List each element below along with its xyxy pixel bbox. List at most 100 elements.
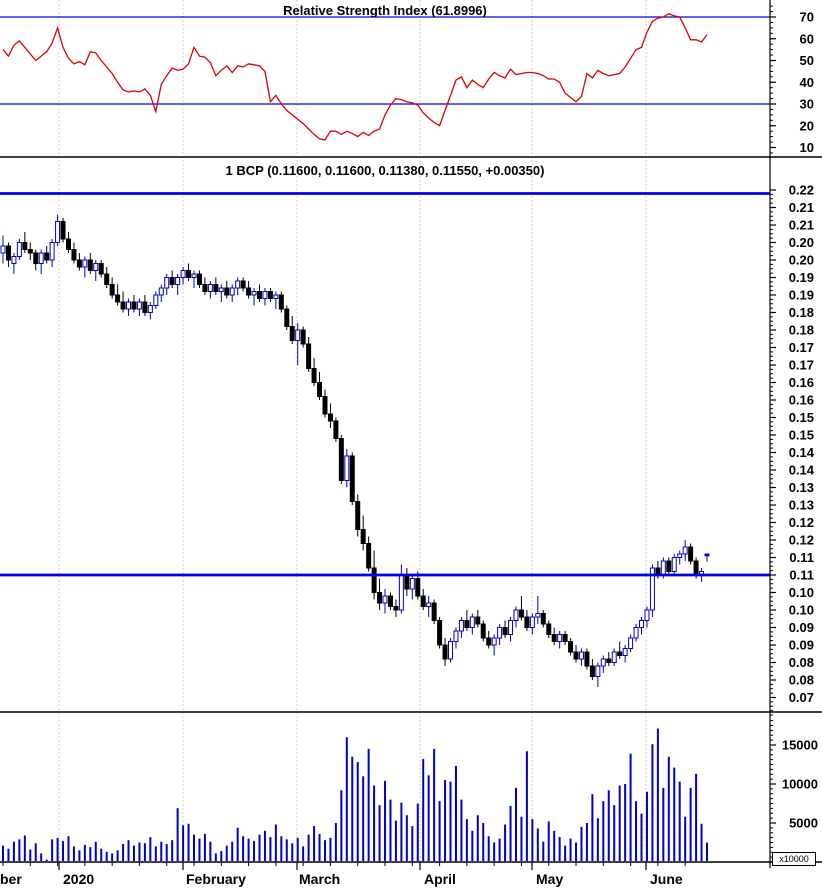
price-axis-label: 0.11 xyxy=(789,550,814,565)
candle-body xyxy=(240,280,246,289)
candle-body xyxy=(589,665,595,677)
candle-body xyxy=(229,287,235,296)
candle-body xyxy=(164,277,170,289)
candle-body xyxy=(251,291,257,296)
rsi-axis-label: 20 xyxy=(800,118,814,133)
candle-body xyxy=(55,221,61,243)
candle-body xyxy=(617,651,623,656)
candle-body xyxy=(0,245,6,254)
price-axis-label: 0.08 xyxy=(789,673,814,688)
candle-body xyxy=(704,553,710,557)
candle-body xyxy=(202,284,208,292)
rsi-axis-label: 50 xyxy=(800,53,814,68)
rsi-axis-label: 10 xyxy=(800,140,814,155)
candle-body xyxy=(584,651,590,667)
candle-body xyxy=(524,616,530,628)
rsi-axis-label: 30 xyxy=(800,97,814,112)
candle-body xyxy=(76,259,82,268)
candle-body xyxy=(448,641,454,660)
candle-body xyxy=(311,368,317,383)
candle-body xyxy=(235,280,241,289)
price-axis-label: 0.20 xyxy=(789,253,814,268)
candle-body xyxy=(404,574,410,590)
candle-body xyxy=(431,602,437,621)
price-axis-label: 0.18 xyxy=(789,305,814,320)
price-axis-label: 0.09 xyxy=(789,620,814,635)
candle-body xyxy=(644,609,650,621)
candle-body xyxy=(682,546,688,555)
candle-body xyxy=(218,287,224,292)
candle-body xyxy=(136,301,142,310)
candle-body xyxy=(33,252,39,264)
candle-body xyxy=(213,284,219,292)
candle-body xyxy=(295,329,301,341)
candle-body xyxy=(306,343,312,369)
candle-body xyxy=(671,557,677,572)
candle-body xyxy=(169,277,175,285)
price-axis-label: 0.18 xyxy=(789,323,814,338)
candle-body xyxy=(147,305,153,313)
candle-body xyxy=(377,592,383,604)
candle-body xyxy=(360,529,366,544)
candle-body xyxy=(11,256,17,264)
candle-body xyxy=(535,613,541,618)
candle-body xyxy=(518,609,524,618)
candle-body xyxy=(349,455,355,502)
candle-body xyxy=(196,273,202,285)
x-axis-month-label: February xyxy=(186,871,246,887)
candle-body xyxy=(44,252,50,261)
candle-body xyxy=(317,382,323,397)
price-axis-label: 0.10 xyxy=(789,603,814,618)
candle-body xyxy=(409,578,415,590)
candle-body xyxy=(191,273,197,278)
price-plot-area[interactable] xyxy=(0,157,770,712)
candle-body xyxy=(256,291,262,299)
volume-axis-label: 5000 xyxy=(789,816,818,831)
candle-body xyxy=(338,438,344,481)
candle-body xyxy=(486,637,492,646)
candle-body xyxy=(142,301,148,313)
candle-body xyxy=(153,294,159,306)
candle-body xyxy=(158,287,164,296)
x-axis-month-label: March xyxy=(299,871,340,887)
price-axis-label: 0.10 xyxy=(789,585,814,600)
candle-body xyxy=(666,560,672,572)
candle-body xyxy=(546,623,552,635)
price-axis-label: 0.21 xyxy=(789,218,814,233)
candle-body xyxy=(273,294,279,299)
candle-body xyxy=(38,252,44,264)
candle-body xyxy=(333,420,339,439)
candle-body xyxy=(120,301,126,310)
price-axis-label: 0.14 xyxy=(789,463,815,478)
candle-body xyxy=(109,284,115,296)
candle-body xyxy=(98,263,104,275)
candle-body xyxy=(453,630,459,642)
candle-body xyxy=(464,620,470,628)
candle-body xyxy=(71,249,77,261)
candle-body xyxy=(660,560,666,576)
rsi-line-series xyxy=(2,12,708,141)
candle-body xyxy=(82,259,88,268)
price-axis-label: 0.14 xyxy=(789,445,815,460)
candle-body xyxy=(175,277,181,285)
candle-body xyxy=(415,578,421,597)
candle-body xyxy=(469,616,475,628)
candle-body xyxy=(540,613,546,625)
x-axis-month-label: ber xyxy=(0,871,22,887)
candle-body xyxy=(262,291,268,299)
candle-body xyxy=(387,595,393,607)
candle-body xyxy=(497,627,503,639)
candle-body xyxy=(327,413,333,422)
x-axis-month-label: 2020 xyxy=(63,871,94,887)
candle-body xyxy=(458,620,464,632)
x-axis-month-label: April xyxy=(424,871,456,887)
candle-body xyxy=(502,627,508,635)
candle-body xyxy=(322,396,328,415)
candle-body xyxy=(16,242,22,257)
price-axis-label: 0.12 xyxy=(789,515,814,530)
candle-body xyxy=(267,291,273,299)
volume-scale-label: x10000 xyxy=(772,852,816,866)
candle-body xyxy=(344,455,350,481)
